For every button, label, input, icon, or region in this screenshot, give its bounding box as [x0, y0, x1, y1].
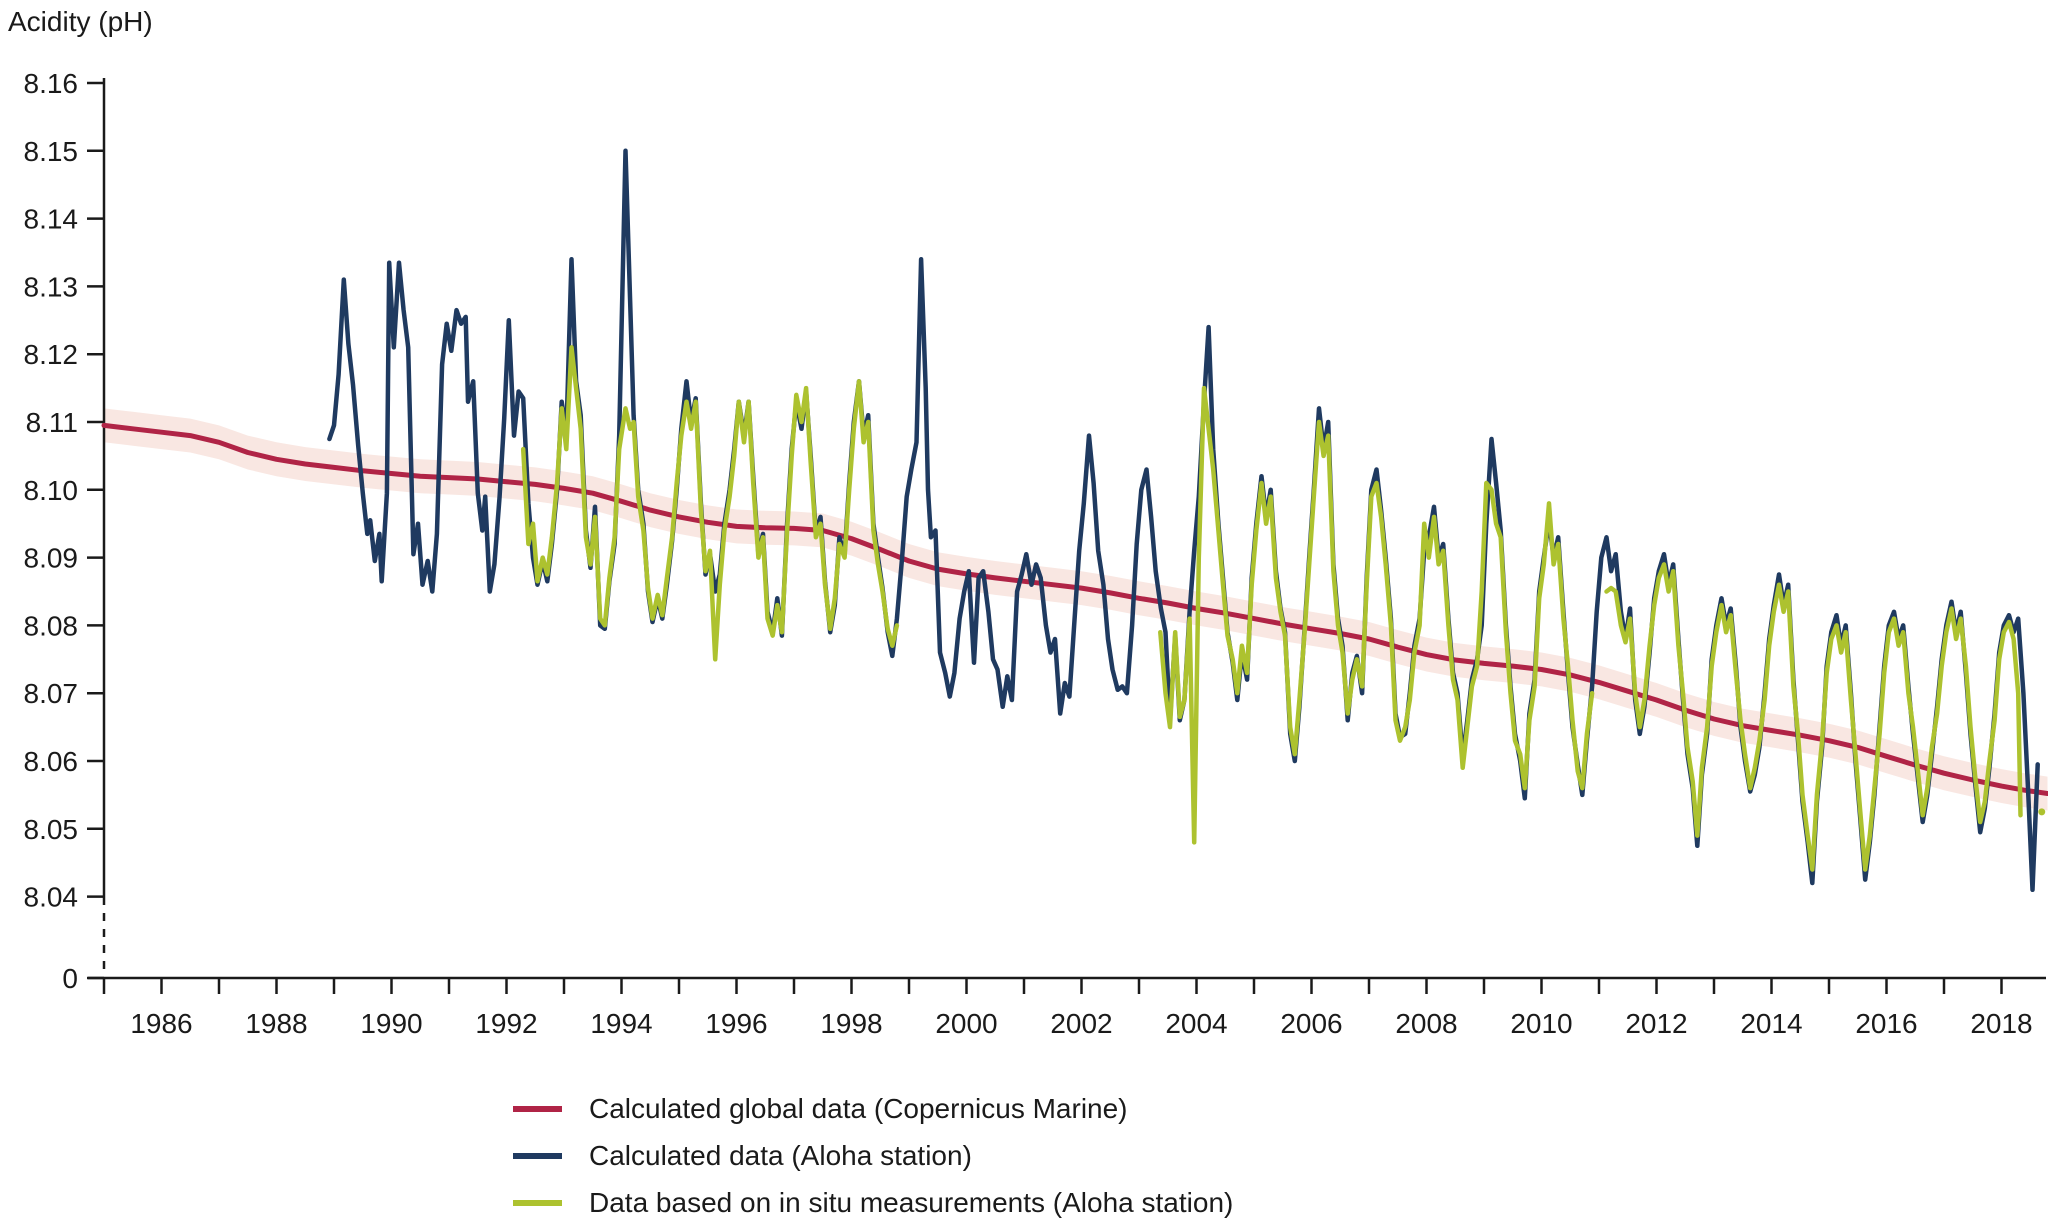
y-axis-tick-label: 8.14 [24, 204, 79, 235]
y-axis-tick-label: 8.04 [24, 882, 79, 913]
y-axis-tick-label: 8.06 [24, 746, 79, 777]
y-axis-tick-label: 8.11 [26, 407, 78, 438]
legend-item-aloha-calculated: Calculated data (Aloha station) [513, 1139, 1233, 1172]
legend-swatch-aloha-calculated-line [513, 1152, 562, 1159]
y-axis-tick-label: 8.16 [24, 68, 79, 99]
y-axis-tick-label: 8.13 [24, 271, 79, 302]
legend-label-aloha-calculated: Calculated data (Aloha station) [589, 1139, 972, 1171]
legend-item-global: Calculated global data (Copernicus Marin… [513, 1092, 1233, 1125]
chart-title: Acidity (pH) [8, 6, 153, 37]
x-axis-tick-label: 2016 [1855, 1008, 1917, 1039]
x-axis-tick-label: 1990 [360, 1008, 422, 1039]
x-axis-tick-label: 1996 [705, 1008, 767, 1039]
y-axis-zero-label: 0 [62, 963, 78, 994]
x-axis-tick-label: 2000 [935, 1008, 997, 1039]
x-axis-tick-label: 2014 [1740, 1008, 1802, 1039]
legend-swatch-aloha-insitu-line [513, 1199, 562, 1206]
x-axis-tick-label: 1998 [820, 1008, 882, 1039]
legend: Calculated global data (Copernicus Marin… [513, 1092, 1233, 1219]
y-axis-tick-label: 8.10 [24, 475, 79, 506]
y-axis-tick-label: 8.05 [24, 814, 79, 845]
y-axis-tick-label: 8.08 [24, 610, 79, 641]
x-axis-tick-label: 2004 [1165, 1008, 1227, 1039]
legend-item-aloha-insitu: Data based on in situ measurements (Aloh… [513, 1186, 1233, 1219]
x-axis-tick-label: 1988 [245, 1008, 307, 1039]
x-axis-tick-label: 2018 [1970, 1008, 2032, 1039]
y-axis-tick-label: 8.15 [24, 136, 79, 167]
x-axis-tick-label: 2010 [1510, 1008, 1572, 1039]
x-axis-tick-label: 2012 [1625, 1008, 1687, 1039]
series-aloha-insitu-line-segment [1158, 385, 1595, 845]
y-axis-tick-label: 8.07 [24, 678, 79, 709]
series-aloha-insitu-line-segment [520, 345, 900, 662]
legend-label-global: Calculated global data (Copernicus Marin… [589, 1092, 1128, 1124]
y-axis-tick-label: 8.12 [24, 339, 79, 370]
global-confidence-band [104, 408, 2048, 811]
x-axis-tick-label: 1986 [130, 1008, 192, 1039]
series-global-line [101, 422, 2048, 796]
x-axis-tick-label: 1992 [475, 1008, 537, 1039]
x-axis-tick-label: 2008 [1395, 1008, 1457, 1039]
x-axis-tick-label: 2002 [1050, 1008, 1112, 1039]
series-aloha-insitu-point [2038, 808, 2046, 816]
series-aloha-insitu-line-segment [1604, 562, 2023, 872]
x-axis-tick-label: 2006 [1280, 1008, 1342, 1039]
y-axis-tick-label: 8.09 [24, 543, 79, 574]
legend-swatch-global-line [513, 1105, 562, 1112]
legend-label-aloha-insitu: Data based on in situ measurements (Aloh… [589, 1186, 1234, 1218]
x-axis-tick-label: 1994 [590, 1008, 652, 1039]
